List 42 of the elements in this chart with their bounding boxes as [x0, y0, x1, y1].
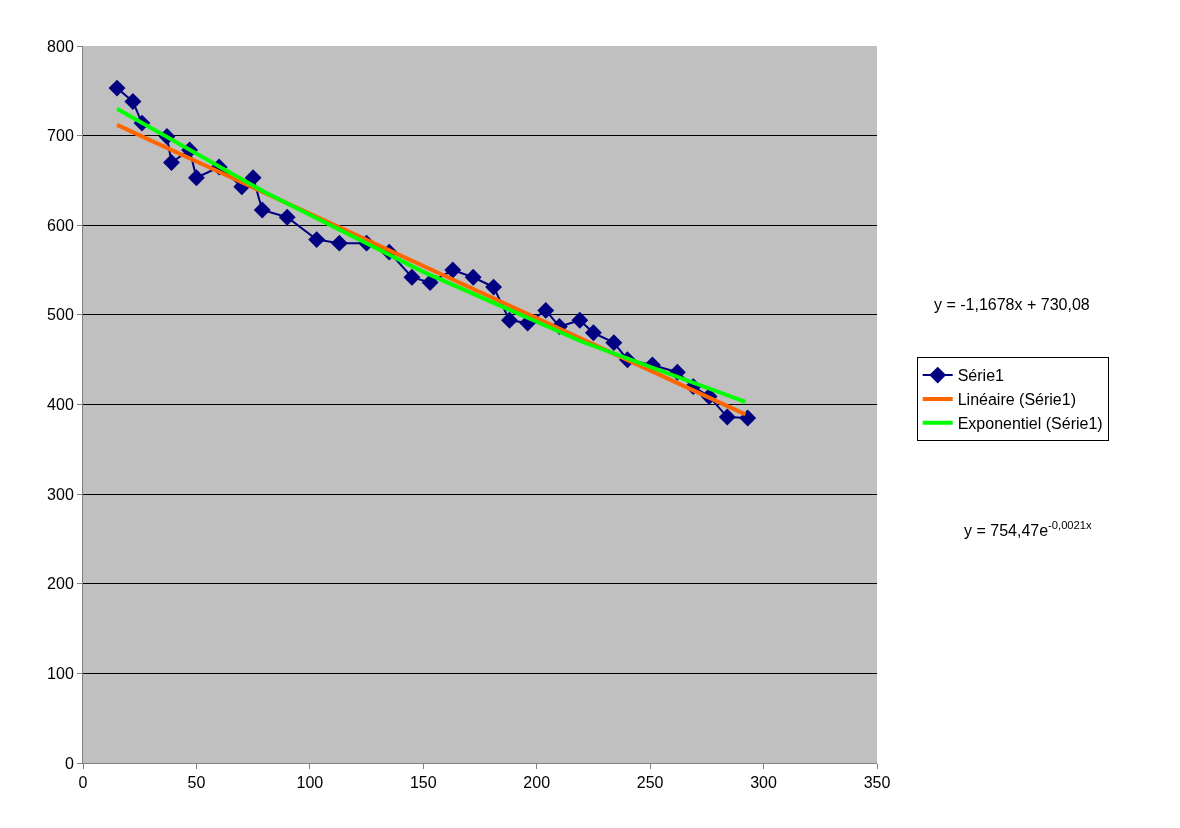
x-tick-label: 200 [523, 774, 551, 792]
x-tick-label: 150 [409, 774, 437, 792]
point [739, 409, 757, 427]
text: y = 754,47e$^{-0,0021x}$ [964, 519, 1093, 539]
y-tick-label: 200 [47, 575, 74, 593]
x-tick-label: 250 [636, 774, 664, 792]
legend-label: Exponentiel (Série1) [957, 414, 1103, 432]
x-tick-label: 100 [296, 774, 324, 792]
y-tick-label: 0 [64, 754, 74, 772]
point [537, 301, 555, 319]
y-tick-label: 600 [47, 216, 74, 234]
y-tick-label: 700 [47, 127, 74, 145]
point [330, 234, 348, 252]
point [187, 169, 205, 187]
x-tick-label: 50 [187, 774, 206, 792]
point [403, 268, 421, 286]
y-tick-label: 500 [47, 306, 74, 324]
point [124, 93, 142, 111]
point [501, 311, 518, 329]
x-tick-label: 300 [750, 774, 778, 792]
point [605, 334, 623, 352]
point [464, 268, 482, 286]
point [421, 274, 439, 292]
point [278, 208, 296, 226]
y-tick-label: 800 [47, 37, 74, 55]
text: y = -1,1678x + 730,08 [934, 296, 1090, 313]
y-tick-label: 100 [47, 664, 74, 682]
point [444, 261, 462, 279]
point [253, 201, 271, 219]
legend-label: Série1 [957, 367, 1005, 385]
x-tick-label: 0 [78, 774, 88, 792]
point [485, 278, 503, 296]
point [571, 311, 589, 329]
x-tick-label: 350 [863, 774, 891, 792]
legend-label: Linéaire (Série1) [957, 391, 1076, 409]
point [584, 324, 602, 342]
point [108, 79, 126, 97]
y-tick-label: 300 [47, 485, 74, 503]
point [308, 231, 326, 249]
point [163, 154, 180, 171]
y-tick-label: 400 [47, 396, 74, 414]
point [718, 408, 736, 426]
